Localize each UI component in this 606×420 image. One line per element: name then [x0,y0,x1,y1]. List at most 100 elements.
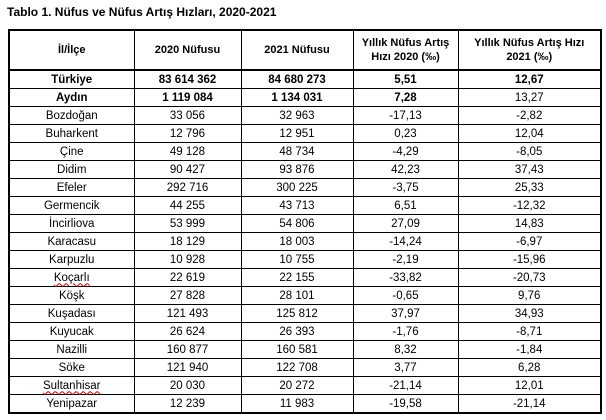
district-name-cell: Sultanhisar [8,376,135,395]
table-body: Türkiye 83 614 362 84 680 273 5,51 12,67 Aydı… [8,69,602,414]
table-row: Karpuzlu 10 928 10 755 -2,19 -15,96 [8,250,602,269]
rate-2021-cell: 34,93 [457,304,602,323]
pop-2021-cell: 10 755 [240,250,354,269]
column-header-rate-2020: Yıllık Nüfus Artış Hızı 2020 (‰) [352,29,459,71]
rate-2020-cell: -1,76 [352,322,459,341]
rate-2021-cell: 12,01 [457,376,602,395]
rate-2021-cell: 25,33 [457,178,602,197]
rate-2021-cell: -2,82 [457,106,602,125]
table-row: Sultanhisar 20 030 20 272 -21,14 12,01 [8,376,602,395]
rate-2020-cell: 27,09 [352,214,459,233]
pop-2021-cell: 18 003 [240,232,354,251]
rate-2021-cell: 6,28 [457,358,602,377]
pop-2020-cell: 121 940 [133,358,242,377]
rate-2020-cell: 3,77 [352,358,459,377]
column-header-rate-2021: Yıllık Nüfus Artış Hızı 2021 (‰) [457,29,602,71]
table-row: Aydın 1 119 084 1 134 031 7,28 13,27 [8,88,602,107]
pop-2021-cell: 125 812 [240,304,354,323]
district-name-cell: Söke [8,358,135,377]
misspelled-district-name: Sultanhisar [42,379,101,392]
pop-2020-cell: 18 129 [133,232,242,251]
district-name-cell: Koçarlı [8,268,135,287]
pop-2021-cell: 160 581 [240,340,354,359]
district-name-cell: Aydın [8,88,135,107]
table-row: Koçarlı 22 619 22 155 -33,82 -20,73 [8,268,602,287]
rate-2020-cell: -19,58 [352,394,459,414]
rate-2020-cell: -33,82 [352,268,459,287]
rate-2020-cell: -3,75 [352,178,459,197]
rate-2021-cell: -21,14 [457,394,602,414]
rate-2020-cell: 37,97 [352,304,459,323]
rate-2020-cell: -0,65 [352,286,459,305]
rate-2021-cell: -8,05 [457,142,602,161]
rate-2020-cell: -2,19 [352,250,459,269]
pop-2020-cell: 22 619 [133,268,242,287]
district-name-cell: Karacasu [8,232,135,251]
rate-2021-cell: 13,27 [457,88,602,107]
table-row: Didim 90 427 93 876 42,23 37,43 [8,160,602,179]
district-name-cell: Karpuzlu [8,250,135,269]
district-name-cell: Türkiye [8,69,135,89]
pop-2021-cell: 26 393 [240,322,354,341]
rate-2020-cell: 6,51 [352,196,459,215]
pop-2020-cell: 90 427 [133,160,242,179]
pop-2020-cell: 83 614 362 [133,69,242,89]
rate-2020-cell: 0,23 [352,124,459,143]
rate-2021-cell: 37,43 [457,160,602,179]
pop-2021-cell: 93 876 [240,160,354,179]
table-row: Söke 121 940 122 708 3,77 6,28 [8,358,602,377]
pop-2021-cell: 28 101 [240,286,354,305]
pop-2021-cell: 43 713 [240,196,354,215]
pop-2020-cell: 10 928 [133,250,242,269]
table-row: Efeler 292 716 300 225 -3,75 25,33 [8,178,602,197]
rate-2020-cell: 42,23 [352,160,459,179]
pop-2020-cell: 12 796 [133,124,242,143]
rate-2021-cell: 12,67 [457,69,602,89]
table-row: Germencik 44 255 43 713 6,51 -12,32 [8,196,602,215]
pop-2020-cell: 49 128 [133,142,242,161]
population-table: İl/İlçe 2020 Nüfusu 2021 Nüfusu Yıllık N… [8,29,602,414]
rate-2021-cell: 12,04 [457,124,602,143]
district-name-cell: Kuşadası [8,304,135,323]
rate-2020-cell: -21,14 [352,376,459,395]
column-header-pop-2021: 2021 Nüfusu [240,29,354,71]
table-row: Kuşadası 121 493 125 812 37,97 34,93 [8,304,602,323]
rate-2020-cell: 5,51 [352,69,459,89]
table-row: Nazilli 160 877 160 581 8,32 -1,84 [8,340,602,359]
district-name-cell: Kuyucak [8,322,135,341]
pop-2021-cell: 11 983 [240,394,354,414]
district-name-cell: Buharkent [8,124,135,143]
rate-2021-cell: -6,97 [457,232,602,251]
table-row: Karacasu 18 129 18 003 -14,24 -6,97 [8,232,602,251]
pop-2020-cell: 12 239 [133,394,242,414]
pop-2021-cell: 122 708 [240,358,354,377]
pop-2020-cell: 27 828 [133,286,242,305]
pop-2021-cell: 20 272 [240,376,354,395]
table-row: Bozdoğan 33 056 32 963 -17,13 -2,82 [8,106,602,125]
pop-2021-cell: 48 734 [240,142,354,161]
pop-2020-cell: 44 255 [133,196,242,215]
rate-2021-cell: -1,84 [457,340,602,359]
table-row: İncirliova 53 999 54 806 27,09 14,83 [8,214,602,233]
pop-2020-cell: 53 999 [133,214,242,233]
rate-2020-cell: 7,28 [352,88,459,107]
pop-2020-cell: 1 119 084 [133,88,242,107]
district-name-cell: Nazilli [8,340,135,359]
pop-2021-cell: 1 134 031 [240,88,354,107]
district-name-cell: Bozdoğan [8,106,135,125]
pop-2021-cell: 54 806 [240,214,354,233]
header-row: İl/İlçe 2020 Nüfusu 2021 Nüfusu Yıllık N… [8,29,602,71]
district-name-cell: Köşk [8,286,135,305]
pop-2020-cell: 33 056 [133,106,242,125]
pop-2021-cell: 300 225 [240,178,354,197]
table-row: Kuyucak 26 624 26 393 -1,76 -8,71 [8,322,602,341]
rate-2020-cell: 8,32 [352,340,459,359]
rate-2021-cell: 9,76 [457,286,602,305]
district-name-cell: İncirliova [8,214,135,233]
rate-2020-cell: -17,13 [352,106,459,125]
table-row: Çine 49 128 48 734 -4,29 -8,05 [8,142,602,161]
rate-2021-cell: 14,83 [457,214,602,233]
table-row: Türkiye 83 614 362 84 680 273 5,51 12,67 [8,69,602,89]
rate-2021-cell: -8,71 [457,322,602,341]
table-row: Buharkent 12 796 12 951 0,23 12,04 [8,124,602,143]
